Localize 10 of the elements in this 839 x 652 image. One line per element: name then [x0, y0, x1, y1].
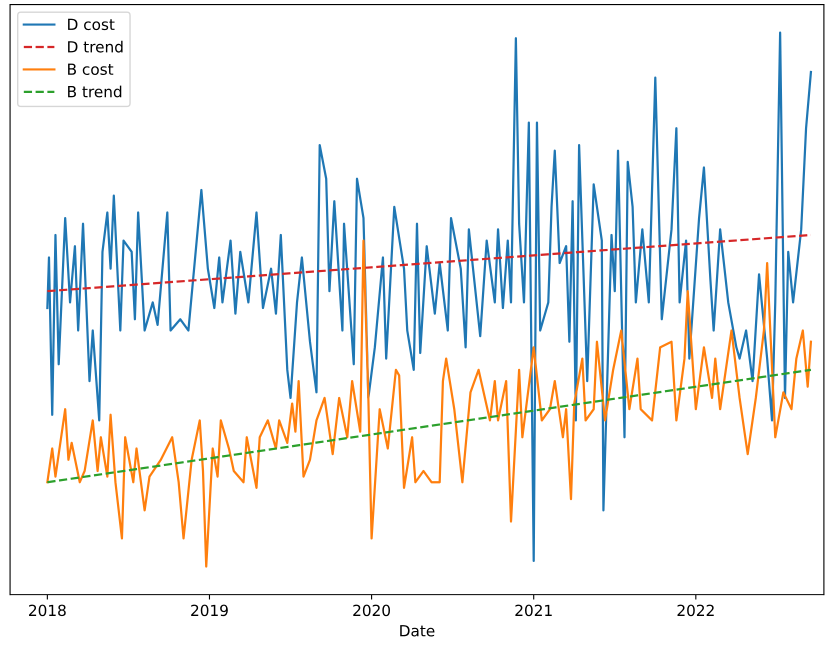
x-tick-label: 2022: [678, 604, 714, 616]
legend-label: B trend: [68, 86, 122, 98]
x-tick-label: 2019: [191, 604, 228, 616]
legend-label: D trend: [68, 40, 123, 53]
x-tick-label: 2020: [353, 604, 390, 616]
x-tick-label: 2018: [29, 604, 66, 616]
legend-label: B cost: [68, 64, 114, 75]
legend-label: D cost: [68, 18, 115, 30]
x-tick-label: 2021: [515, 604, 552, 616]
x-axis-title: Date: [400, 625, 434, 637]
